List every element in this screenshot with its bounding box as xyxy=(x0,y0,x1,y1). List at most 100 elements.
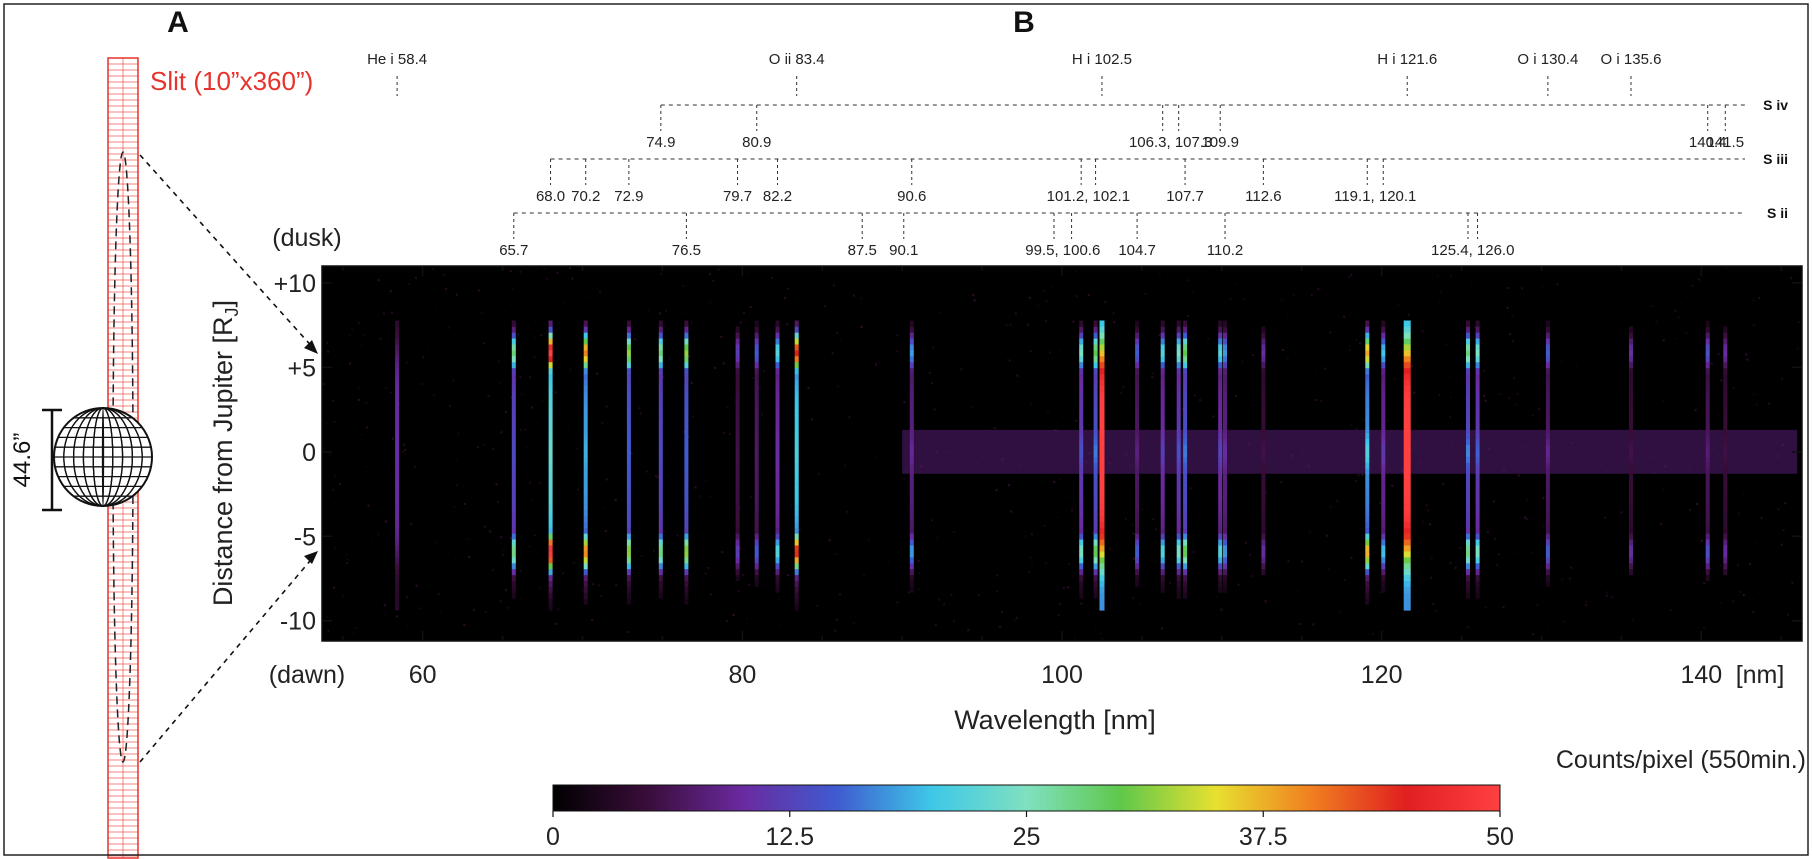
noise-pixel xyxy=(595,287,598,290)
noise-pixel xyxy=(1493,537,1496,540)
emission-pixel xyxy=(511,350,516,357)
emission-pixel xyxy=(1403,367,1411,375)
emission-pixel xyxy=(909,344,914,351)
noise-pixel xyxy=(1780,378,1783,380)
emission-pixel xyxy=(626,574,631,581)
noise-pixel xyxy=(1357,550,1360,553)
emission-pixel xyxy=(1705,421,1710,428)
emission-pixel xyxy=(1475,326,1480,333)
emission-pixel xyxy=(626,592,631,599)
emission-pixel xyxy=(1723,568,1728,576)
emission-pixel xyxy=(658,503,663,511)
noise-pixel xyxy=(406,624,409,627)
noise-pixel xyxy=(345,553,348,556)
emission-pixel xyxy=(794,332,799,339)
noise-pixel xyxy=(1746,358,1749,361)
emission-pixel xyxy=(684,409,689,416)
emission-pixel xyxy=(548,509,553,516)
emission-pixel xyxy=(1629,491,1633,499)
noise-pixel xyxy=(1374,550,1377,553)
noise-pixel xyxy=(509,270,512,272)
emission-pixel xyxy=(794,450,799,457)
emission-pixel xyxy=(1545,432,1550,440)
emission-pixel xyxy=(1160,426,1165,434)
emission-pixel xyxy=(1079,497,1084,505)
emission-pixel xyxy=(626,432,631,440)
slit-label: Slit (10”x360”) xyxy=(150,66,313,96)
emission-pixel xyxy=(583,409,588,416)
noise-pixel xyxy=(1212,415,1215,418)
emission-pixel xyxy=(1135,367,1140,375)
noise-pixel xyxy=(1133,557,1136,560)
emission-pixel xyxy=(1176,444,1181,451)
emission-pixel xyxy=(1629,497,1633,505)
emission-pixel xyxy=(794,391,799,398)
emission-pixel xyxy=(1403,592,1411,599)
noise-pixel xyxy=(725,620,728,623)
emission-pixel xyxy=(1705,468,1710,475)
emission-pixel xyxy=(548,604,553,611)
noise-pixel xyxy=(1492,500,1495,503)
emission-pixel xyxy=(735,344,740,351)
emission-pixel xyxy=(1705,456,1710,463)
emission-pixel xyxy=(1466,350,1470,357)
emission-pixel xyxy=(1261,515,1266,522)
emission-pixel xyxy=(775,320,780,327)
noise-pixel xyxy=(1131,524,1134,526)
emission-pixel xyxy=(794,432,799,440)
noise-pixel xyxy=(1525,518,1528,521)
emission-pixel xyxy=(1176,426,1181,434)
noise-pixel xyxy=(391,437,394,440)
emission-pixel xyxy=(1135,497,1140,505)
emission-pixel xyxy=(1381,397,1386,404)
x-axis: 60 80 100 120 140 xyxy=(342,266,1782,689)
noise-pixel xyxy=(1611,596,1614,598)
emission-pixel xyxy=(1629,421,1633,428)
emission-pixel xyxy=(1629,355,1633,363)
emission-pixel xyxy=(1176,574,1181,581)
noise-pixel xyxy=(832,284,835,287)
noise-pixel xyxy=(1720,601,1723,604)
noise-pixel xyxy=(523,327,526,330)
emission-pixel xyxy=(1629,545,1633,552)
noise-pixel xyxy=(1072,575,1075,577)
emission-pixel xyxy=(1160,491,1165,499)
emission-pixel xyxy=(395,539,400,546)
noise-pixel xyxy=(543,268,546,271)
noise-pixel xyxy=(719,266,722,269)
noise-pixel xyxy=(896,601,899,604)
emission-pixel xyxy=(1176,332,1181,339)
emission-pixel xyxy=(684,480,689,487)
noise-pixel xyxy=(482,342,485,345)
emission-pixel xyxy=(1365,444,1370,451)
noise-pixel xyxy=(348,334,351,336)
emission-pixel xyxy=(1545,379,1550,386)
emission-pixel xyxy=(1135,456,1140,463)
emission-pixel xyxy=(658,391,663,398)
emission-pixel xyxy=(1223,391,1227,398)
emission-pixel xyxy=(1135,421,1140,428)
emission-pixel xyxy=(1183,456,1188,463)
emission-pixel xyxy=(1261,350,1266,357)
emission-pixel xyxy=(754,320,759,327)
emission-pixel xyxy=(1183,586,1188,593)
emission-pixel xyxy=(909,533,914,540)
emission-pixel xyxy=(658,586,663,593)
emission-pixel xyxy=(395,432,400,440)
emission-pixel xyxy=(1176,373,1181,380)
emission-pixel xyxy=(1629,403,1633,410)
emission-pixel xyxy=(1705,344,1710,351)
emission-pixel xyxy=(583,586,588,593)
emission-pixel xyxy=(1381,320,1386,327)
emission-pixel xyxy=(735,497,740,505)
noise-pixel xyxy=(449,344,452,347)
noise-pixel xyxy=(1748,563,1751,566)
emission-pixel xyxy=(548,515,553,522)
emission-pixel xyxy=(1403,539,1411,546)
emission-pixel xyxy=(684,415,689,422)
noise-pixel xyxy=(1080,602,1083,605)
emission-pixel xyxy=(1629,509,1633,516)
emission-pixel xyxy=(1705,486,1710,493)
emission-pixel xyxy=(1261,379,1266,386)
emission-pixel xyxy=(684,373,689,380)
